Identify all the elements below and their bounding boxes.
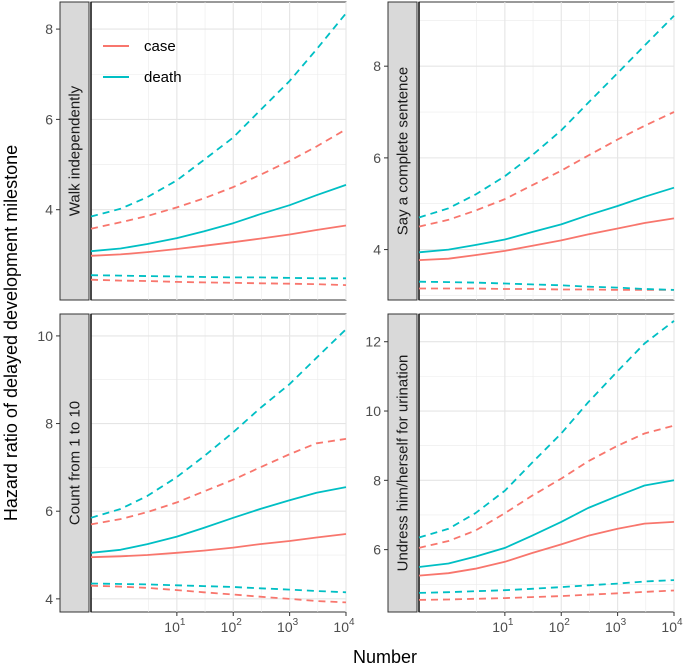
x-axis-title: Number (353, 647, 417, 667)
x-tick-base: 10 (549, 619, 565, 635)
facet-strip-label: Say a complete sentence (395, 67, 412, 235)
x-tick-exponent: 1 (180, 617, 186, 628)
x-tick-exponent: 4 (677, 617, 683, 628)
series-case-upper (90, 438, 347, 526)
y-tick-label: 8 (45, 416, 53, 432)
series-case-upper (90, 128, 347, 230)
facet-strip (59, 313, 90, 613)
panel-background (418, 313, 675, 613)
panel-2: 4 6 8 Say a complete sentence (373, 1, 675, 301)
x-tick-base: 10 (164, 619, 180, 635)
y-tick-label: 10 (365, 403, 381, 419)
x-tick-label: 104 (661, 617, 683, 635)
facet-strip-label: Count from 1 to 10 (67, 401, 84, 525)
series-death-lower (90, 274, 346, 280)
y-tick-label: 6 (45, 111, 53, 127)
series-death-upper (90, 12, 347, 218)
y-tick-label: 4 (45, 202, 53, 218)
legend: case death (103, 38, 182, 86)
series-death-estimate (418, 186, 675, 254)
x-tick-label: 101 (164, 617, 186, 635)
y-tick-label: 6 (373, 150, 381, 166)
series-case-lower (90, 584, 347, 604)
y-tick-label: 12 (365, 334, 381, 350)
x-tick-label: 103 (277, 617, 299, 635)
y-tick-label: 8 (45, 21, 53, 37)
series-death-lower (418, 579, 675, 594)
panel-background (90, 313, 347, 613)
y-axis-title: Hazard ratio of delayed development mile… (1, 145, 21, 521)
facet-strip (387, 1, 418, 301)
x-tick-label: 103 (605, 617, 627, 635)
y-tick-label: 4 (45, 591, 53, 607)
x-tick-base: 10 (492, 619, 508, 635)
x-tick-label: 104 (333, 617, 355, 635)
panel-1: 4 6 8 Walk independently (45, 1, 347, 301)
facet-strip-label: Walk independently (67, 85, 84, 216)
x-tick-exponent: 2 (236, 617, 242, 628)
panels: 4 6 8 Walk independently 4 6 8 Say a complete s… (37, 1, 683, 635)
series-case-estimate (90, 224, 347, 257)
panel-background (418, 1, 675, 301)
y-tick-label: 6 (45, 503, 53, 519)
x-tick-exponent: 2 (564, 617, 570, 628)
y-tick-label: 4 (373, 242, 381, 258)
series-death-estimate (418, 479, 675, 568)
legend-label-case: case (144, 38, 176, 55)
x-tick-label: 101 (492, 617, 514, 635)
series-case-lower (418, 589, 675, 601)
series-death-lower (90, 582, 347, 594)
series-case-lower (90, 278, 347, 286)
panel-background (90, 1, 347, 301)
series-death-estimate (90, 184, 347, 253)
series-case-upper (418, 111, 675, 228)
x-tick-exponent: 3 (293, 617, 299, 628)
x-tick-label: 102 (549, 617, 571, 635)
series-case-estimate (418, 217, 675, 261)
series-death-estimate (90, 486, 347, 554)
facet-strip-label: Undress him/herself for urination (395, 355, 412, 572)
x-tick-base: 10 (661, 619, 677, 635)
y-tick-label: 6 (373, 542, 381, 558)
x-tick-exponent: 4 (349, 617, 355, 628)
series-case-lower (419, 287, 674, 291)
facet-strip (59, 1, 90, 301)
series-case-estimate (90, 533, 347, 559)
x-tick-label: 102 (221, 617, 243, 635)
x-tick-exponent: 3 (621, 617, 627, 628)
x-tick-exponent: 1 (508, 617, 514, 628)
series-death-lower (418, 280, 675, 291)
series-death-upper (418, 15, 675, 219)
legend-label-death: death (144, 69, 182, 86)
x-tick-base: 10 (605, 619, 621, 635)
y-tick-label: 10 (37, 328, 53, 344)
y-tick-label: 8 (373, 58, 381, 74)
facet-strip (387, 313, 418, 613)
x-tick-base: 10 (333, 619, 349, 635)
series-case-estimate (418, 521, 675, 577)
series-death-upper (418, 320, 675, 539)
x-tick-base: 10 (221, 619, 237, 635)
x-tick-base: 10 (277, 619, 293, 635)
y-tick-label: 8 (373, 472, 381, 488)
series-death-upper (90, 328, 347, 519)
